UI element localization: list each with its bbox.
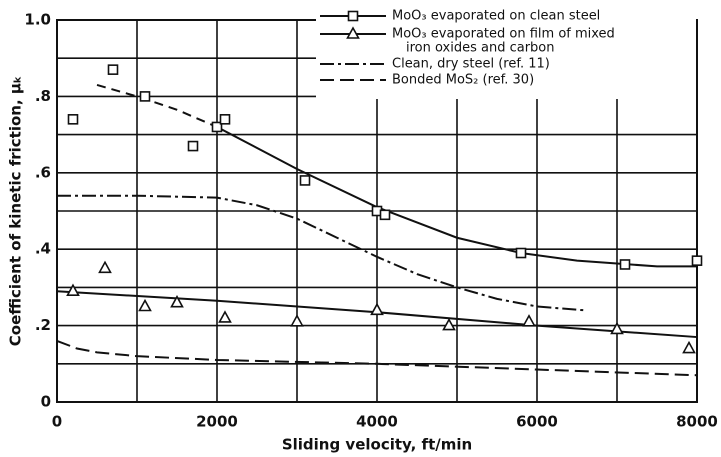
fit-curve — [96, 83, 218, 128]
square-marker — [67, 114, 79, 125]
y-tick-label: 0 — [41, 393, 51, 411]
legend-box — [316, 3, 696, 99]
triangle-marker — [370, 302, 384, 316]
square-marker — [619, 259, 631, 270]
square-marker — [299, 175, 311, 186]
triangle-marker — [442, 317, 456, 331]
y-axis-label: Coefficient of kinetic friction, μₖ — [7, 76, 25, 346]
y-tick-label: .6 — [35, 163, 51, 181]
y-tick-label: .2 — [35, 316, 51, 334]
square-marker — [187, 140, 199, 152]
triangle-marker — [682, 340, 696, 354]
triangle-marker — [346, 26, 360, 39]
triangle-marker — [98, 260, 112, 274]
square-marker — [347, 10, 359, 22]
square-marker — [211, 121, 223, 133]
legend-label: MoO₃ evaporated on clean steel — [392, 9, 600, 24]
triangle-marker — [170, 295, 184, 308]
legend-label: MoO₃ evaporated on film of mixed — [392, 27, 615, 42]
x-tick-label: 6000 — [516, 413, 558, 431]
x-tick-label: 8000 — [676, 413, 718, 431]
square-marker — [515, 247, 527, 259]
fit-curve — [56, 339, 698, 377]
x-axis-label: Sliding velocity, ft/min — [282, 436, 472, 454]
triangle-marker — [522, 314, 536, 327]
triangle-marker — [610, 321, 624, 335]
legend-label: Bonded MoS₂ (ref. 30) — [392, 73, 534, 88]
x-tick-label: 0 — [52, 413, 62, 431]
triangle-marker — [138, 298, 152, 312]
triangle-marker — [66, 283, 80, 297]
square-marker — [691, 255, 703, 266]
fit-curve — [57, 194, 586, 312]
triangle-marker — [218, 310, 232, 323]
legend: MoO₃ evaporated on clean steel MoO₃ evapo… — [316, 3, 696, 99]
triangle-marker — [290, 314, 304, 327]
square-marker — [139, 91, 151, 102]
y-tick-label: .8 — [35, 87, 51, 105]
y-tick-label: 1.0 — [24, 11, 51, 29]
square-marker — [107, 64, 119, 75]
legend-label: Clean, dry steel (ref. 11) — [392, 57, 550, 72]
fit-curve — [216, 126, 697, 268]
square-marker — [219, 114, 231, 125]
square-marker — [379, 209, 391, 221]
legend-label: iron oxides and carbon — [406, 41, 555, 56]
y-tick-label: .4 — [35, 240, 51, 258]
x-tick-label: 4000 — [356, 413, 398, 431]
x-tick-label: 2000 — [196, 413, 238, 431]
